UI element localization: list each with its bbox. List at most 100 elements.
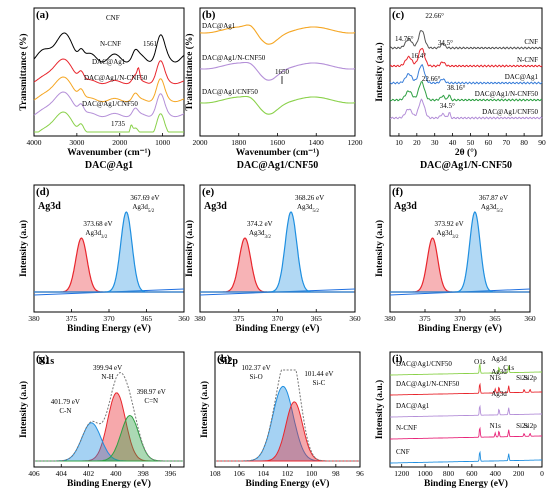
x-tick-label: 106: [234, 469, 246, 478]
x-tick-label: 365: [489, 314, 501, 323]
plot-frame: [33, 351, 185, 468]
x-tick-label: 402: [83, 469, 95, 478]
x-tick-label: 1200: [394, 469, 409, 478]
peak-name-label: Ag3d3/2: [85, 229, 107, 240]
series-label: DAC@Ag1/N-CNF50: [396, 380, 460, 388]
x-axis-label: Binding Energy (eV): [418, 323, 502, 334]
peak-Si-C: [215, 401, 360, 462]
x-tick-label: 60: [485, 138, 493, 147]
core-level-label: N1s: [38, 356, 54, 367]
ftir-line-CNF: [33, 32, 185, 63]
x-axis-label: Binding Energy (eV): [67, 323, 151, 334]
peak-name-label: Si-C: [312, 379, 325, 387]
ftir-line-DAC@Ag1: [33, 76, 185, 103]
x-tick-label: 800: [443, 469, 455, 478]
panel-label: (c): [392, 9, 405, 21]
x-tick-label: 1200: [348, 138, 363, 147]
peak-annotation: Si2s: [516, 422, 528, 430]
x-tick-label: 0: [540, 469, 544, 478]
survey-line-CNF: [390, 450, 542, 464]
survey-line-DAC@Ag1/N-CNF50: [390, 382, 542, 396]
x-tick-label: 1400: [309, 138, 324, 147]
x-tick-label: 3000: [69, 138, 84, 147]
peak-annotation: 34.5°: [438, 39, 453, 47]
y-axis-label: Intensity (a.u): [184, 220, 195, 277]
survey-line-DAC@Ag1: [390, 404, 542, 418]
envelope-line: [215, 369, 360, 462]
peak-subscript: 5/2: [496, 208, 503, 213]
x-tick-label: 80: [520, 138, 528, 147]
peak-3/2: [200, 237, 355, 293]
y-axis-label: Intensity (a.u): [18, 381, 29, 438]
panel-label: (i): [392, 353, 403, 365]
x-tick-label: 98: [332, 469, 340, 478]
peak-name-label: N-H: [101, 373, 113, 381]
peak-energy-label: 367.69 eV: [130, 194, 159, 202]
panel-label: (h): [217, 353, 231, 365]
peak-annotation: Si2p: [524, 422, 537, 430]
x-tick-label: 406: [28, 469, 40, 478]
series-label: CNF: [396, 448, 410, 456]
x-tick-label: 50: [467, 138, 475, 147]
x-tick-label: 1800: [231, 138, 246, 147]
x-tick-label: 400: [490, 469, 502, 478]
core-level-label: Ag3d: [394, 201, 417, 212]
x-tick-label: 104: [258, 469, 270, 478]
panel-label: (f): [392, 186, 403, 198]
peak-annotation: 22.66°: [425, 12, 444, 20]
peak-annotation: 22.66°: [422, 75, 441, 83]
x-tick-label: 108: [209, 469, 221, 478]
xrd-line-CNF: [389, 30, 543, 50]
peak-subscript: 3/2: [265, 235, 272, 240]
panel-title: DAC@Ag1/N-CNF50: [420, 160, 512, 171]
peak-energy-label: 368.26 eV: [295, 194, 324, 202]
x-tick-label: 1000: [418, 469, 433, 478]
ftir-line-DAC@Ag1/N-CNF50: [33, 91, 185, 118]
y-axis-label: Intensity (a.u): [374, 220, 385, 277]
xrd-line-DAC@Ag1/CNF50: [389, 98, 543, 120]
peak-annotation: Ag3d: [491, 355, 507, 363]
peak-name-label: Ag3d3/2: [437, 229, 459, 240]
series-label: CNF: [524, 38, 538, 46]
x-tick-label: 360: [524, 314, 536, 323]
peak-energy-label: 373.92 eV: [435, 220, 464, 228]
x-tick-label: 380: [384, 314, 396, 323]
ftir-line-DAC@Ag1/N-CNF50: [199, 61, 356, 81]
x-tick-label: 102: [282, 469, 294, 478]
x-tick-label: 370: [103, 314, 115, 323]
core-level-label: Ag3d: [38, 201, 61, 212]
x-tick-label: 200: [513, 469, 525, 478]
panel-i: (i) 1200 1000 800 600 400 200 0 Binding Energy (…: [374, 351, 544, 489]
peak-annotation: Si2p: [524, 374, 537, 382]
series-label: DAC@Ag1/N-CNF50: [84, 74, 148, 82]
x-tick-label: 90: [538, 138, 546, 147]
x-axis-label: Binding Energy (eV): [246, 478, 330, 489]
peak-subscript: 5/2: [313, 208, 320, 213]
panel-title: DAC@Ag1/CNF50: [237, 160, 319, 171]
panel-label: (d): [36, 186, 50, 198]
x-tick-label: 404: [56, 469, 68, 478]
panel-e: (e) 380 375 370 365 360 Binding Energy (eV) Int…: [184, 184, 361, 334]
peak-5/2: [200, 211, 355, 293]
series-label: DAC@Ag1: [396, 402, 430, 410]
peak-annotation: Si2s: [516, 374, 528, 382]
y-axis-label: Intensity (a.u.): [374, 380, 385, 439]
x-tick-label: 2000: [112, 138, 127, 147]
plot-frame: [389, 7, 543, 137]
panel-g: (g) 406 404 402 400 398 396 Binding Energy (eV)…: [18, 351, 185, 489]
peak-energy-label: 401.79 eV: [51, 398, 80, 406]
ftir-line-DAC@Ag1: [199, 24, 356, 45]
panel-h: (h) 108 106 104 102 100 98 96 Binding Energy (eV…: [199, 351, 364, 489]
peak-energy-label: 398.97 eV: [137, 388, 166, 396]
plot-frame: [389, 351, 543, 468]
peak-energy-label: 102.37 eV: [241, 364, 270, 372]
survey-line-DAC@Ag1/CNF50: [390, 362, 542, 376]
peak-energy-label: 373.68 eV: [83, 220, 112, 228]
x-tick-label: 398: [137, 469, 149, 478]
x-tick-label: 360: [349, 314, 361, 323]
peak-annotation: 16.4°: [411, 52, 426, 60]
peak-annotation: 1735: [111, 120, 126, 128]
peak-name-label: Ag3d5/2: [132, 203, 154, 214]
peak-annotation: 14.76°: [395, 35, 414, 43]
x-tick-label: 100: [306, 469, 318, 478]
